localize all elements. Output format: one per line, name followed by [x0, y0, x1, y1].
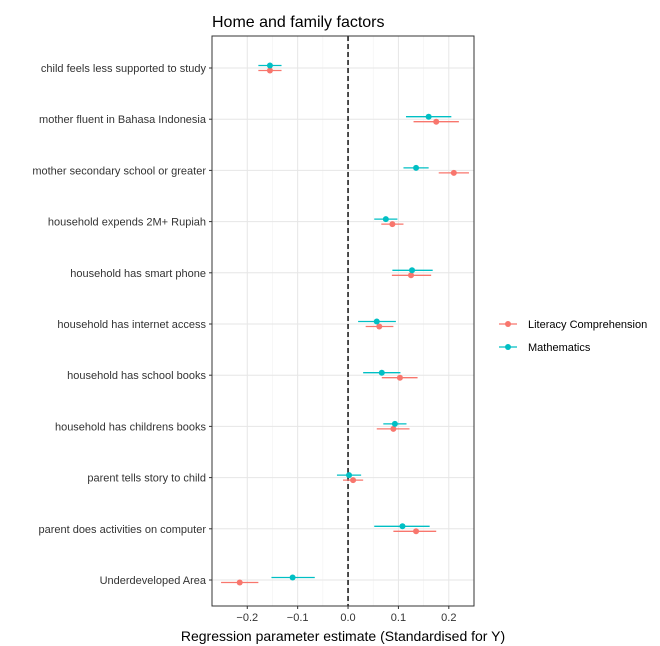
mathematics-point	[413, 164, 420, 171]
literacy-comprehension-point	[389, 221, 396, 228]
x-axis-label: Regression parameter estimate (Standardi…	[181, 628, 505, 644]
literacy-comprehension-point	[408, 272, 415, 279]
x-tick-label: 0.0	[340, 612, 355, 624]
literacy-comprehension-point	[413, 528, 420, 535]
mathematics-point	[391, 420, 398, 427]
mathematics-point	[373, 318, 380, 325]
literacy-comprehension-point	[266, 67, 273, 74]
literacy-comprehension-point	[433, 118, 440, 125]
y-tick-label: mother fluent in Bahasa Indonesia	[39, 114, 207, 126]
literacy-comprehension-point	[236, 579, 243, 586]
legend-key-point	[505, 321, 511, 327]
literacy-comprehension-point	[450, 169, 457, 176]
y-tick-label: parent does activities on computer	[38, 524, 206, 536]
y-tick-label: household has school books	[67, 370, 206, 382]
y-tick-label: household has internet access	[57, 319, 206, 331]
y-tick-label: Underdeveloped Area	[100, 575, 207, 587]
mathematics-point	[346, 472, 353, 479]
chart-title: Home and family factors	[212, 14, 385, 31]
y-axis: child feels less supported to study mothe…	[32, 63, 212, 587]
mathematics-point	[378, 369, 385, 376]
mathematics-point	[266, 62, 273, 69]
legend-label: Mathematics	[528, 342, 591, 354]
y-tick-label: child feels less supported to study	[41, 63, 207, 75]
literacy-comprehension-point	[396, 374, 403, 381]
y-tick-label: parent tells story to child	[87, 473, 206, 485]
mathematics-point	[399, 523, 406, 530]
legend-key-point	[505, 344, 511, 350]
x-axis: −0.2 −0.1 0.0 0.1 0.2	[236, 606, 456, 624]
panel-border	[211, 35, 475, 607]
legend-label: Literacy Comprehension	[528, 319, 647, 331]
mathematics-point	[382, 216, 389, 223]
gridlines	[212, 36, 474, 606]
y-tick-label: household has smart phone	[70, 268, 206, 280]
x-tick-label: −0.2	[236, 612, 258, 624]
literacy-comprehension-point	[376, 323, 383, 330]
x-tick-label: 0.1	[391, 612, 406, 624]
mathematics-point	[409, 267, 416, 274]
x-tick-label: −0.1	[287, 612, 309, 624]
y-tick-label: household has childrens books	[55, 421, 207, 433]
y-tick-label: household expends 2M+ Rupiah	[48, 217, 206, 229]
mathematics-point	[289, 574, 296, 581]
literacy-comprehension-point	[350, 477, 357, 484]
legend: Literacy Comprehension Mathematics	[499, 319, 647, 354]
mathematics-point	[425, 113, 432, 120]
data-marks	[221, 62, 469, 586]
y-tick-label: mother secondary school or greater	[32, 165, 206, 177]
literacy-comprehension-point	[390, 425, 397, 432]
x-tick-label: 0.2	[441, 612, 456, 624]
